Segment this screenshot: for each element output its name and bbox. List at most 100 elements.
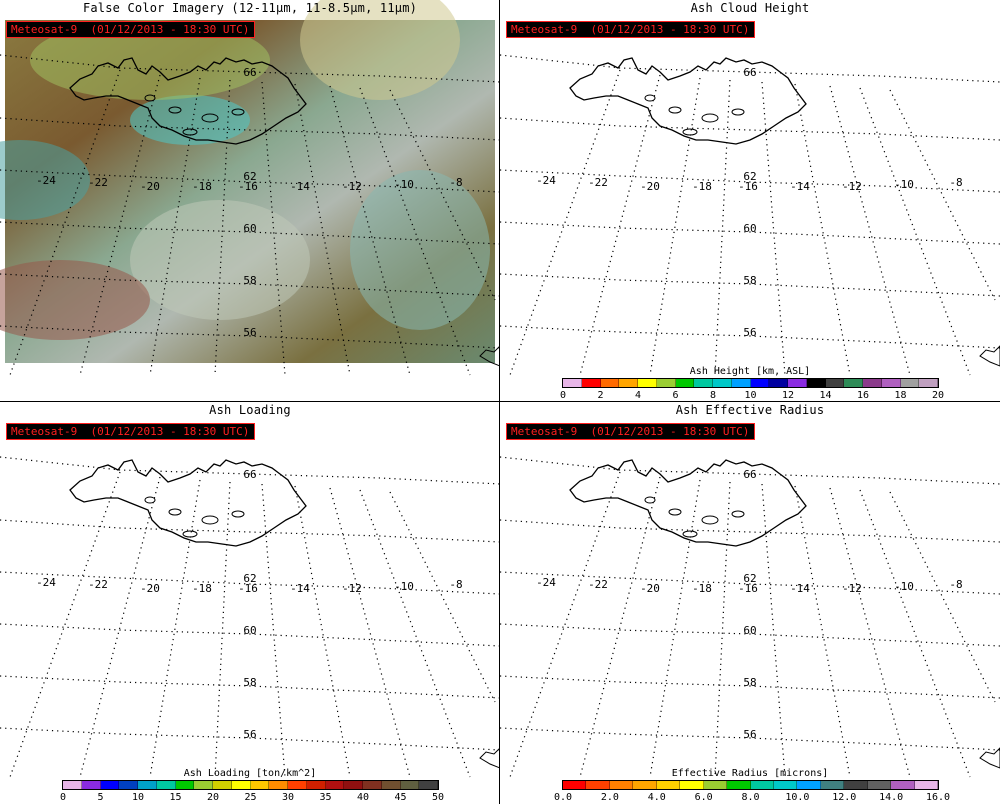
parallel-line <box>500 519 1000 543</box>
colorbar-swatch <box>156 781 176 789</box>
longitude-label: -8 <box>449 578 462 591</box>
colorbar-label: Effective Radius [microns] <box>671 768 829 779</box>
horizontal-divider <box>0 401 1000 402</box>
longitude-label: -14 <box>290 180 310 193</box>
colorbar-tick-label: 40 <box>356 792 370 803</box>
longitude-label: -16 <box>738 582 758 595</box>
colorbar-swatch <box>881 379 901 387</box>
meridian-line <box>214 481 231 778</box>
timestamp-label: Meteosat-9 (01/12/2013 - 18:30 UTC) <box>6 423 256 440</box>
longitude-label: -18 <box>692 180 712 193</box>
meridian-line <box>9 471 121 778</box>
colorbar-swatch <box>891 781 915 789</box>
colorbar-tick-label: 16.0 <box>925 792 951 803</box>
meridian-line <box>794 485 851 778</box>
colorbar-tick-label: 30 <box>281 792 295 803</box>
parallel-line <box>0 117 500 141</box>
colorbar-swatch <box>563 379 582 387</box>
longitude-label: -10 <box>394 580 414 593</box>
colorbar-swatch <box>325 781 345 789</box>
colorbar-tick-label: 45 <box>394 792 407 803</box>
lake-outline <box>682 530 698 538</box>
longitude-label: -20 <box>640 582 660 595</box>
parallel-line <box>500 325 1000 349</box>
colorbar-swatch <box>100 781 120 789</box>
longitude-label: -12 <box>342 582 362 595</box>
longitude-label: -22 <box>88 578 108 591</box>
ash-height-map: -24 -22 -20 -18 -16 -14 -12 -10 -8 66 62 60 58 56 <box>500 54 1000 376</box>
lake-outline <box>201 113 219 123</box>
meridian-line <box>509 471 621 778</box>
colorbar-tick-label: 4.0 <box>647 792 666 803</box>
colorbar-tick-label: 2 <box>597 390 604 401</box>
longitude-label: -20 <box>140 180 160 193</box>
meridian-line <box>649 479 701 778</box>
meridian-line <box>714 79 731 376</box>
colorbar-swatch <box>867 781 892 789</box>
lake-outline <box>182 530 198 538</box>
meridian-line <box>329 85 411 376</box>
lake-outline <box>144 496 156 504</box>
colorbar-tick-label: 4 <box>634 390 642 401</box>
latitude-label: 58 <box>243 274 256 287</box>
colorbar-tick-label: 8 <box>709 390 717 401</box>
latitude-label: 60 <box>243 624 256 637</box>
colorbar-swatch <box>138 781 157 789</box>
meridian-line <box>829 487 911 778</box>
colorbar-tick-label: 15 <box>169 792 182 803</box>
colorbar-swatch <box>213 781 232 789</box>
parallel-line <box>500 727 1000 751</box>
iceland-coastline <box>69 57 307 145</box>
longitude-label: -24 <box>536 576 556 589</box>
longitude-label: -12 <box>842 582 862 595</box>
colorbar-swatch <box>119 781 138 789</box>
colorbar-swatch <box>619 379 638 387</box>
colorbar-tick-label: 12 <box>781 390 795 401</box>
longitude-label: -20 <box>140 582 160 595</box>
timestamp-label: Meteosat-9 (01/12/2013 - 18:30 UTC) <box>6 21 256 38</box>
parallel-line <box>0 456 500 485</box>
parallel-line <box>0 273 500 297</box>
colorbar-swatch <box>788 379 807 387</box>
parallel-line <box>500 675 1000 699</box>
latitude-label: 62 <box>743 170 756 183</box>
meridian-line <box>329 487 411 778</box>
colorbar-swatch <box>806 379 826 387</box>
latitude-label: 62 <box>243 572 256 585</box>
parallel-line <box>0 571 500 595</box>
longitude-label: -10 <box>894 178 914 191</box>
colorbar-swatch <box>825 379 845 387</box>
latitude-label: 60 <box>743 222 756 235</box>
lat-lon-grid <box>0 54 500 376</box>
iceland-coastline <box>569 57 807 145</box>
colorbar-tick-label: 6 <box>672 390 679 401</box>
colorbar-tick-label: 8.0 <box>741 792 760 803</box>
parallel-line <box>0 325 500 349</box>
colorbar-swatch <box>81 781 101 789</box>
faroe-coastline <box>979 747 1000 769</box>
colorbar-swatch <box>175 781 195 789</box>
lake-outline <box>668 106 682 114</box>
colorbar-swatch <box>288 781 307 789</box>
meridian-line <box>294 485 351 778</box>
parallel-line <box>500 623 1000 647</box>
colorbar <box>62 780 439 790</box>
colorbar-swatch <box>419 781 438 789</box>
colorbar-swatch <box>773 781 798 789</box>
colorbar-swatch <box>638 379 657 387</box>
lake-outline <box>731 108 745 116</box>
longitude-label: -12 <box>842 180 862 193</box>
longitude-label: -22 <box>588 578 608 591</box>
colorbar-swatch <box>703 781 728 789</box>
colorbar-swatch <box>250 781 270 789</box>
colorbar-swatch <box>727 781 751 789</box>
meridian-line <box>794 83 851 376</box>
timestamp-label: Meteosat-9 (01/12/2013 - 18:30 UTC) <box>506 21 756 38</box>
colorbar-tick-label: 0.0 <box>553 792 573 803</box>
colorbar-swatch <box>609 781 634 789</box>
lake-outline <box>644 496 656 504</box>
colorbar-tick-label: 5 <box>97 792 104 803</box>
latitude-label: 56 <box>743 728 756 741</box>
colorbar-swatch <box>919 379 938 387</box>
colorbar-swatch <box>694 379 713 387</box>
